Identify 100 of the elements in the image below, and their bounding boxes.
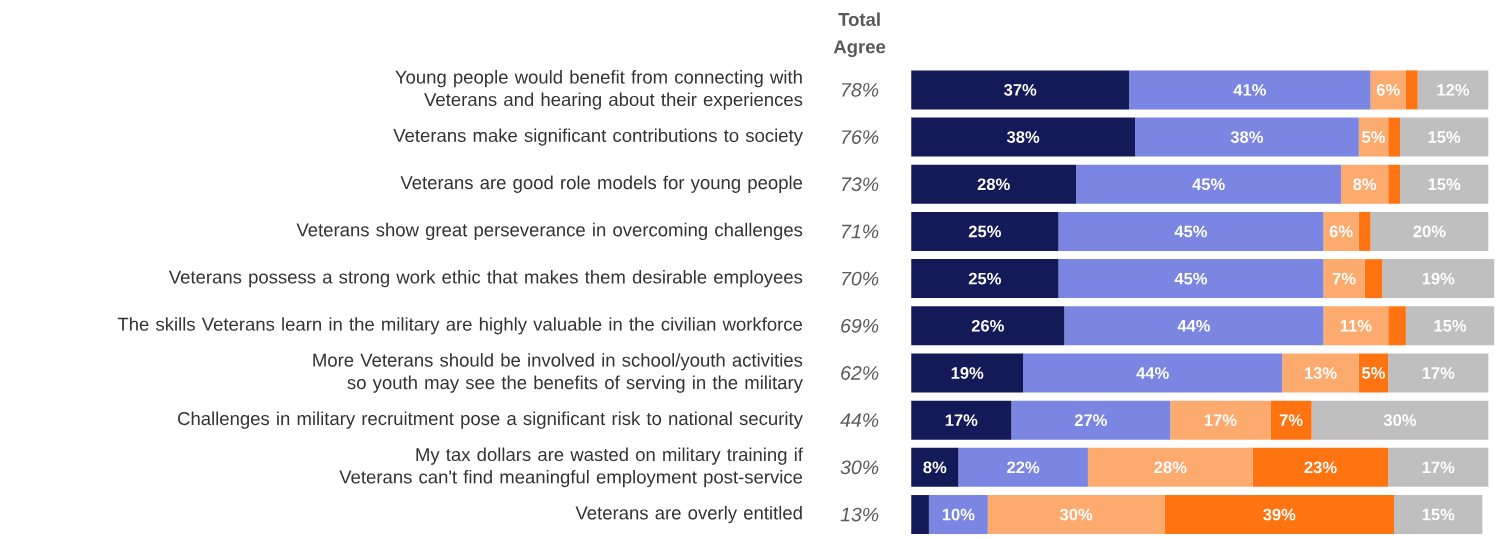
data-label: 30% [1383, 414, 1417, 426]
bar [911, 400, 1012, 440]
bar [987, 494, 1165, 534]
text: 69% [841, 318, 879, 333]
y-tick-label: Veterans show great perseverance in overcoming challenges [296, 222, 803, 241]
data-label: 30% [1059, 508, 1093, 521]
data-label: 26% [971, 319, 1004, 332]
bar [958, 447, 1088, 487]
bar [1076, 164, 1342, 204]
y-tick-label: Veterans possess a strong work ethic that makes them desirable employees [168, 269, 803, 288]
data-label: 45% [1174, 225, 1208, 238]
data-label: 15% [1434, 319, 1467, 332]
bar [1323, 259, 1365, 299]
data-label: 11% [1340, 319, 1372, 332]
bar [1011, 400, 1171, 440]
bar [911, 164, 1077, 204]
data-label: 17% [945, 414, 978, 426]
bar [1417, 70, 1489, 110]
y-tick-label: My tax dollars are wasted on military training if Veterans can't find meaningful employment post-service [339, 447, 803, 488]
y-tick-label: Veterans make significant contributions to society [393, 128, 803, 146]
bar [1135, 117, 1359, 157]
bar [1370, 70, 1406, 110]
data-label: 39% [1263, 508, 1296, 521]
text: 76% [842, 130, 879, 144]
bar [911, 70, 1130, 110]
y-tick-label: Veterans are good role models for young people [400, 175, 803, 193]
bar [911, 117, 1136, 157]
data-label: 27% [1074, 414, 1107, 426]
bar [928, 494, 988, 534]
bar [1170, 400, 1271, 440]
bar [1399, 117, 1489, 157]
data-label: 25% [968, 225, 1001, 238]
bar [911, 259, 1059, 299]
data-label: 17% [1422, 367, 1455, 379]
bar [1323, 306, 1389, 346]
data-label: 22% [1007, 461, 1040, 474]
text: 44% [840, 413, 879, 427]
bar [911, 447, 959, 487]
data-label: 5% [1362, 367, 1386, 379]
bar [1388, 447, 1489, 487]
data-label: 20% [1413, 225, 1446, 238]
bar [1023, 353, 1283, 393]
bar [1311, 400, 1489, 440]
bar [1087, 447, 1253, 487]
bar [1405, 306, 1495, 346]
y-tick-label: More Veterans should be involved in school/youth activities so youth may see the benefits of serving in the military [313, 353, 803, 393]
text: 13% [840, 507, 879, 522]
bar [1323, 211, 1359, 251]
bar [1394, 494, 1483, 534]
bar [1388, 164, 1400, 204]
bar [1282, 353, 1359, 393]
text: 73% [842, 177, 879, 192]
text: 71% [842, 224, 879, 239]
data-label: 15% [1428, 131, 1461, 143]
y-tick-label: Veterans are overly entitled [575, 505, 802, 524]
data-label: 15% [1422, 508, 1455, 521]
bar [1252, 447, 1389, 487]
data-label: 6% [1329, 225, 1353, 238]
text: 78% [842, 82, 879, 97]
data-label: 5% [1362, 131, 1386, 143]
data-label: 44% [1177, 319, 1211, 332]
data-label: 7% [1332, 272, 1356, 285]
text: 30% [840, 460, 879, 475]
bar [1388, 117, 1400, 157]
bar [1405, 70, 1418, 110]
data-label: 15% [1428, 178, 1461, 191]
y-tick-label: The skills Veterans learn in the military are highly valuable in the civilian workforce [117, 317, 803, 335]
data-label: 28% [1154, 461, 1187, 474]
bar [1064, 306, 1324, 346]
data-label: 23% [1304, 461, 1337, 474]
data-label: 17% [1204, 414, 1237, 426]
data-label: 44% [1136, 367, 1169, 379]
bar [1358, 211, 1371, 251]
bar [1364, 259, 1383, 299]
data-label: 38% [1006, 131, 1040, 143]
data-label: 19% [951, 367, 984, 379]
data-label: 25% [968, 272, 1001, 285]
bar [1270, 400, 1312, 440]
data-label: 8% [1353, 178, 1377, 191]
data-label: 45% [1192, 178, 1225, 191]
bar [1388, 306, 1406, 346]
text: 70% [842, 271, 879, 286]
bar [1129, 70, 1371, 110]
data-label: 37% [1003, 83, 1037, 96]
text: 62% [841, 366, 879, 380]
bar [1058, 211, 1324, 251]
data-label: 8% [923, 461, 947, 474]
bar [911, 211, 1059, 251]
bar [1164, 494, 1395, 534]
bar [911, 306, 1065, 346]
bar [1399, 164, 1489, 204]
bar [1341, 164, 1389, 204]
bar [1370, 211, 1489, 251]
data-label: 13% [1304, 367, 1337, 379]
bar [1058, 259, 1324, 299]
bar [1388, 353, 1489, 393]
data-label: 28% [977, 178, 1010, 191]
data-label: 45% [1174, 272, 1208, 285]
y-tick-label: Young people would benefit from connecting with Veterans and hearing about their experiences [395, 69, 803, 110]
data-label: 19% [1422, 272, 1455, 285]
